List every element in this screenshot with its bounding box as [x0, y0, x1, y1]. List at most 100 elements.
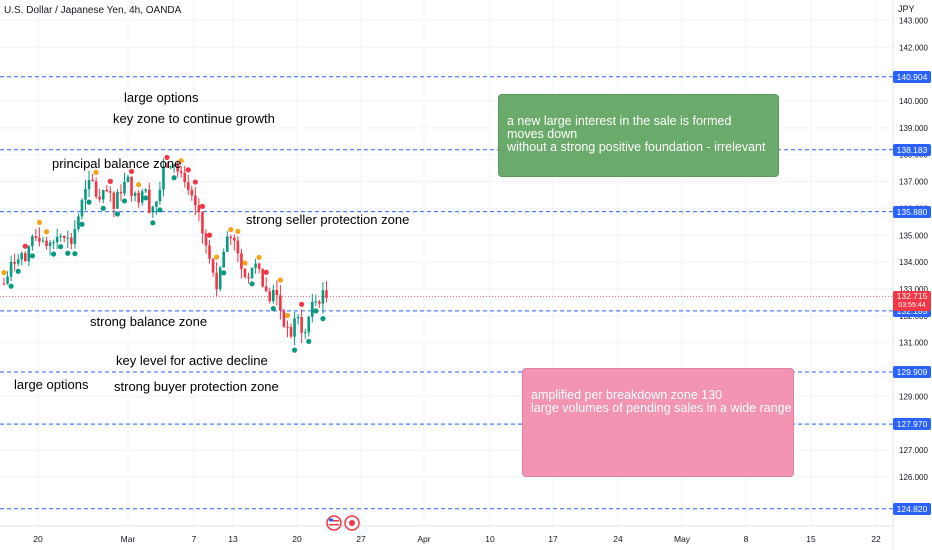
buy-signal-dot [249, 281, 255, 287]
price-tick-label: 134.000 [899, 258, 928, 267]
candle-body [73, 229, 77, 244]
candle-body [300, 316, 303, 333]
candle-body [186, 182, 190, 190]
level-price-label: 138.183 [893, 143, 931, 156]
note-green[interactable]: a new large interest in the sale is form… [498, 94, 779, 177]
candle-body [250, 267, 254, 279]
candle-body [6, 276, 9, 284]
time-tick-label: 10 [485, 534, 495, 544]
sell-signal-dot [22, 243, 28, 249]
price-tick-label: 126.000 [899, 473, 928, 482]
candle-body [268, 291, 272, 302]
candle-body [16, 259, 20, 264]
sell-signal-dot [235, 228, 241, 234]
time-tick-label: 24 [613, 534, 623, 544]
candle-body [137, 192, 140, 203]
sell-signal-dot [185, 167, 191, 173]
candle-body [296, 316, 300, 319]
level-price-label: 140.904 [893, 70, 931, 83]
price-tick-label: 142.000 [899, 43, 928, 52]
candles [2, 158, 328, 346]
time-tick-label: 13 [228, 534, 238, 544]
buy-signal-dot [72, 251, 78, 257]
sell-signal-dot [199, 203, 206, 209]
candle-body [9, 261, 13, 277]
candle-body [165, 166, 169, 168]
sell-signal-dot [192, 179, 198, 185]
event-flags[interactable] [326, 515, 362, 531]
currency-unit: JPY [898, 4, 915, 14]
candle-body [123, 181, 126, 194]
candle-body [314, 301, 318, 303]
candle-body [70, 237, 73, 244]
candle-body [94, 181, 98, 197]
annotation-strong-balance: strong balance zone [90, 314, 208, 329]
sell-signal-dot [178, 158, 184, 164]
sell-signal-dot [36, 219, 43, 225]
candle-body [144, 189, 148, 192]
candle-body [318, 301, 321, 304]
candle-body [151, 206, 155, 213]
time-tick-label: 7 [192, 534, 197, 544]
candle-body [240, 253, 243, 269]
candle-body [275, 289, 279, 296]
candle-body [112, 192, 116, 209]
candle-body [91, 180, 94, 182]
sell-signal-dot [228, 226, 234, 233]
current-price-countdown: 03:55:44 [898, 301, 926, 309]
candle-body [27, 246, 31, 262]
buy-signal-dot [291, 347, 298, 353]
candle-body [225, 236, 229, 252]
sell-signal-dot [164, 154, 170, 161]
candle-body [23, 253, 27, 262]
candle-body [130, 176, 133, 196]
candle-body [233, 237, 236, 241]
time-tick-label: 15 [806, 534, 816, 544]
note-pink[interactable]: amplified per breakdown zone 130 large v… [522, 368, 794, 477]
buy-signal-dot [65, 250, 71, 256]
candle-body [236, 240, 240, 254]
us-flag-stripe [329, 524, 339, 526]
candle-body [279, 295, 282, 311]
candle-body [264, 286, 268, 292]
time-tick-label: 8 [744, 534, 749, 544]
price-tick-label: 143.000 [899, 16, 928, 25]
price-tick-label: 127.000 [899, 446, 928, 455]
buy-signal-dot [15, 268, 21, 274]
price-tick-label: 135.000 [899, 231, 928, 240]
time-axis: 20 Mar 7 13 20 27 Apr 10 17 24 May 8 15 22 [33, 534, 881, 544]
sell-signal-dot [136, 182, 142, 188]
buy-signal-dot [86, 199, 92, 205]
candle-body [286, 326, 289, 328]
time-tick-label: Apr [417, 534, 430, 544]
candle-body [133, 192, 137, 196]
price-tick-label: 133.000 [899, 285, 928, 294]
candle-body [321, 290, 325, 304]
candle-body [197, 205, 201, 213]
price-tick-label: 140.000 [899, 97, 928, 106]
candle-body [254, 263, 257, 268]
candle-body [155, 201, 158, 207]
buy-signal-dot [8, 283, 14, 289]
buy-signal-dot [270, 306, 276, 312]
candle-body [257, 263, 261, 269]
candle-body [272, 289, 275, 302]
candle-body [98, 196, 101, 200]
sell-signal-dot [43, 229, 50, 235]
buy-signal-dot [171, 175, 177, 181]
candle-body [41, 240, 45, 242]
price-tick-label: 137.000 [899, 178, 928, 187]
sell-signal-dot [214, 254, 220, 260]
buy-signal-dot [150, 220, 156, 226]
buy-signal-dot [121, 198, 128, 204]
candle-body [293, 318, 296, 337]
buy-signal-dot [51, 251, 57, 257]
sell-signal-dot [299, 301, 305, 307]
candle-body [84, 189, 87, 200]
buy-signal-dot [58, 244, 64, 250]
annotation-large-options-bottom: large options [14, 377, 89, 392]
sell-signal-dot [256, 254, 262, 261]
candle-body [310, 301, 314, 317]
candle-body [215, 272, 218, 290]
